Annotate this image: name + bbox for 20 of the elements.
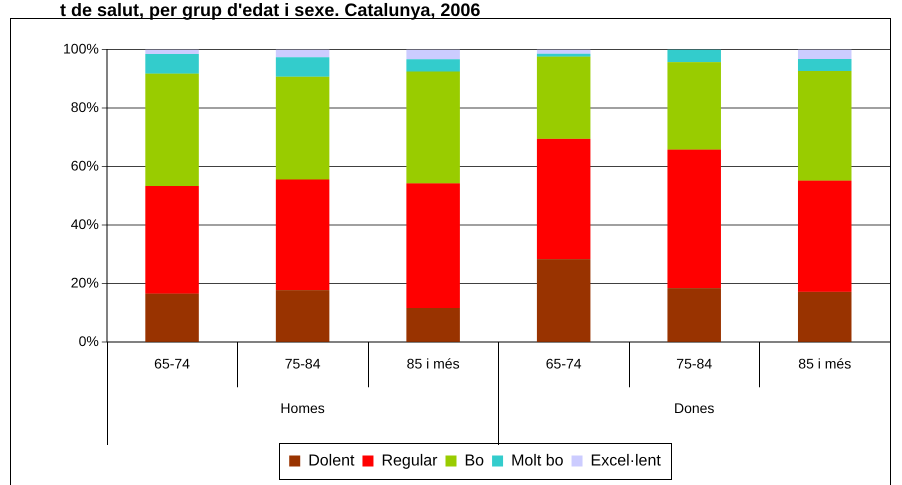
legend-label: Bo — [464, 452, 484, 470]
text: Homes — [280, 400, 325, 416]
y-tick-label: 0% — [78, 333, 99, 350]
x-tick-label: 85 i més — [406, 355, 460, 372]
x-tick-label: 75-84 — [676, 355, 712, 372]
text: Dones — [674, 400, 714, 416]
legend-label: Dolent — [308, 452, 356, 470]
legend-label: Molt bo — [511, 452, 564, 470]
legend-label: Excel·lent — [590, 452, 662, 470]
x-tick-label: 85 i més — [798, 355, 852, 372]
y-tick-label: 100% — [62, 40, 99, 56]
y-tick-label: 60% — [70, 158, 99, 174]
x-tick-label: 65-74 — [546, 355, 582, 372]
x-tick-label: 65-74 — [154, 355, 190, 372]
chart-title: t de salut, per grup d'edat i sexe. Catalunya, 2006 — [60, 0, 480, 20]
y-tick-label: 40% — [70, 216, 99, 232]
y-tick-label: 80% — [70, 98, 99, 115]
legend-label: Regular — [381, 452, 438, 470]
y-tick-label: 20% — [70, 274, 99, 291]
x-tick-label: 75-84 — [284, 355, 321, 372]
